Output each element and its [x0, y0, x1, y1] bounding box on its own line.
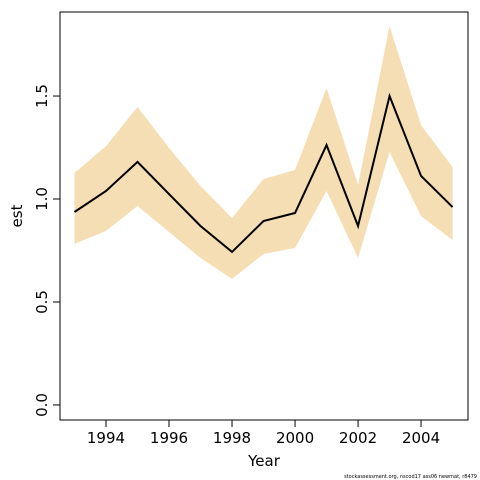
x-tick-label: 1998	[213, 429, 251, 447]
plot-frame	[59, 11, 469, 421]
y-tick-label: 1.5	[33, 84, 51, 108]
x-tick-label: 1994	[87, 429, 125, 447]
y-tick-label: 0.5	[33, 290, 51, 314]
est-line	[73, 92, 454, 254]
x-tick-label: 2002	[339, 429, 377, 447]
y-tick-label: 0.0	[33, 393, 51, 417]
x-tick-label: 1996	[150, 429, 188, 447]
confidence-band	[74, 26, 453, 279]
y-axis-label: est	[8, 204, 26, 227]
x-axis-label: Year	[247, 452, 281, 470]
footnote: stockassessment.org, nscod17 ass06 newma…	[344, 474, 477, 480]
x-tick-label: 2000	[276, 429, 314, 447]
x-tick-label: 2004	[402, 429, 440, 447]
y-tick-label: 1.0	[33, 187, 51, 211]
